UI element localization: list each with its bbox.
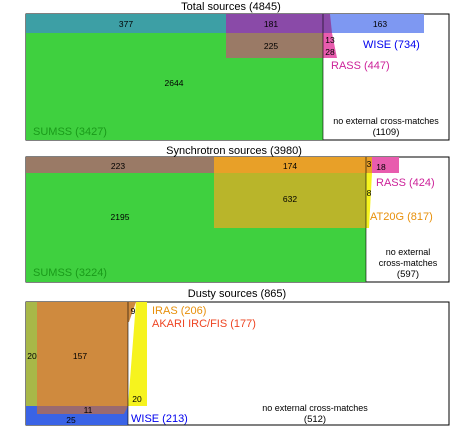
panel-synchrotron-sources: Synchrotron sources (3980) 223 174 3 18 632 8 2… — [25, 145, 450, 283]
set-label-rass: RASS (447) — [331, 60, 390, 72]
set-label-rass: RASS (424) — [376, 177, 435, 189]
value-label: 28 — [325, 47, 335, 57]
region-iras-wise — [26, 302, 37, 406]
region-iras-akari-wise — [37, 406, 128, 414]
region-at20g — [366, 173, 372, 228]
region-sumss-wise — [26, 14, 226, 33]
region-sumss-rass — [226, 33, 323, 58]
value-label: 20 — [27, 351, 37, 361]
value-label: 632 — [283, 194, 297, 204]
set-label-akari: AKARI IRC/FIS (177) — [152, 318, 256, 330]
value-label: 3 — [367, 159, 372, 169]
value-label: 13 — [325, 35, 335, 45]
value-label: 174 — [283, 161, 297, 171]
value-label: 20 — [132, 394, 142, 404]
region-akari — [128, 302, 136, 322]
value-label: 2195 — [111, 212, 130, 222]
region-iras-akari — [37, 302, 128, 406]
value-label: 163 — [373, 19, 387, 29]
region-sumss-rass — [26, 157, 214, 173]
value-label: 377 — [119, 19, 133, 29]
region-wise-rass — [323, 14, 332, 33]
value-label: 8 — [367, 188, 372, 198]
no-match-label: no external cross-matches — [333, 116, 439, 126]
region-rass-at20g — [366, 157, 372, 173]
no-match-count: (597) — [397, 269, 419, 280]
panel-dusty-sources: Dusty sources (865) 20 157 9 20 11 25 IRAS (206… — [25, 288, 450, 426]
value-label: 225 — [264, 41, 278, 51]
region-sumss-rass-at20g — [214, 157, 366, 173]
region-rass — [323, 33, 337, 58]
region-iras — [128, 302, 147, 406]
value-label: 25 — [66, 415, 76, 425]
no-match-count: (1109) — [373, 127, 400, 138]
region-sumss-at20g — [214, 173, 366, 228]
panel-title: Dusty sources (865) — [188, 288, 286, 300]
region-sumss-wise-rass — [226, 14, 323, 33]
panel-title: Synchrotron sources (3980) — [166, 145, 302, 157]
value-label: 2644 — [165, 78, 184, 88]
region-wise — [323, 14, 424, 33]
panel-title: Total sources (4845) — [181, 1, 281, 13]
no-match-label: no external — [386, 247, 431, 257]
set-label-wise: WISE (213) — [131, 413, 188, 425]
set-label-sumss: SUMSS (3427) — [33, 126, 107, 138]
no-match-label: cross-matches — [379, 258, 438, 268]
set-label-at20g: AT20G (817) — [370, 211, 433, 223]
value-label: 9 — [131, 306, 136, 316]
value-label: 18 — [376, 162, 386, 172]
value-label: 157 — [73, 351, 87, 361]
value-label: 11 — [84, 405, 93, 415]
value-label: 223 — [111, 161, 125, 171]
set-label-iras: IRAS (206) — [152, 305, 206, 317]
set-label-sumss: SUMSS (3224) — [33, 267, 107, 279]
value-label: 181 — [264, 19, 278, 29]
no-match-count: (512) — [304, 414, 326, 425]
no-match-label: no external cross-matches — [262, 403, 368, 413]
region-rass — [372, 157, 399, 173]
panel-total-sources: Total sources (4845) 377 181 163 225 13 28 2644… — [25, 1, 450, 141]
set-label-wise: WISE (734) — [363, 39, 420, 51]
